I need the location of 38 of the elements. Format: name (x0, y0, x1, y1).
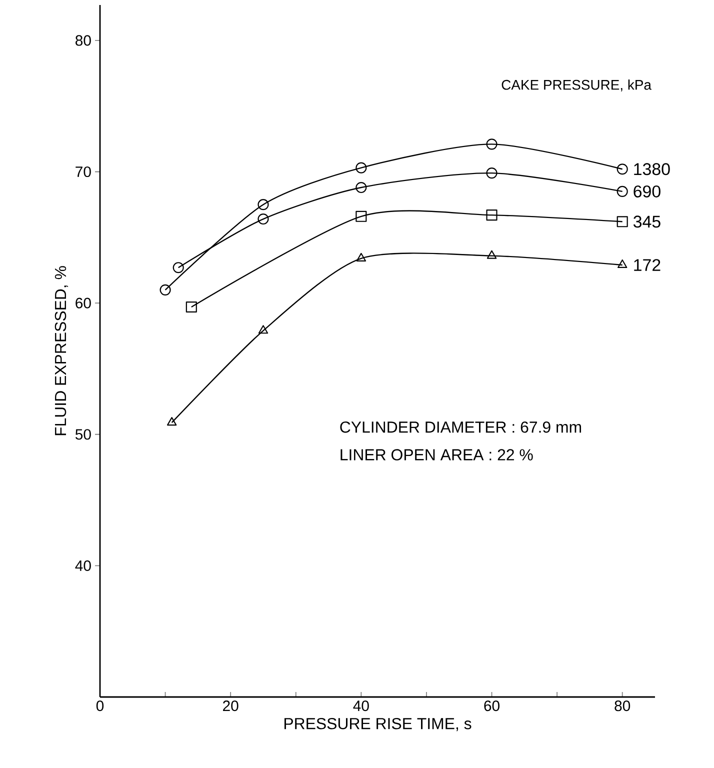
series-label: 690 (634, 185, 660, 198)
point (486, 210, 498, 221)
legend-title: CAKE PRESSURE, kPa (502, 80, 652, 92)
y-axis-title: FLUID EXPRESSED, % (54, 266, 68, 436)
point (172, 262, 184, 274)
point (486, 250, 497, 259)
point (160, 284, 171, 296)
x-tick-label: 0 (96, 700, 104, 712)
point (616, 164, 628, 175)
point (356, 162, 367, 174)
y-tick-label: 40 (75, 560, 91, 571)
x-tick-label: 60 (484, 700, 500, 712)
y-tick-label: 60 (76, 298, 91, 308)
point (356, 182, 367, 194)
point (258, 325, 268, 334)
series-label: 1380 (634, 163, 670, 176)
point (617, 259, 628, 268)
point (166, 417, 177, 426)
annotation: CYLINDER DIAMETER : 67.9 mm (340, 421, 582, 433)
x-tick-label: 80 (614, 700, 630, 712)
point (616, 186, 628, 197)
y-tick-label: 80 (76, 35, 91, 46)
series-label: 345 (633, 216, 660, 228)
x-tick-label: 20 (223, 700, 238, 712)
y-tick-label: 70 (76, 166, 91, 178)
y-tick-label: 50 (75, 429, 91, 440)
point (258, 213, 269, 225)
point (258, 199, 269, 210)
x-tick-label: 40 (353, 700, 369, 712)
point (356, 252, 366, 262)
series-label: 172 (634, 259, 660, 271)
point (486, 168, 498, 179)
point (616, 216, 628, 228)
point (186, 301, 197, 313)
x-axis-title: PRESSURE RISE TIME, s (284, 718, 472, 732)
annotation: LINER OPEN AREA : 22 % (340, 449, 533, 460)
point (486, 138, 498, 150)
point (356, 210, 367, 222)
